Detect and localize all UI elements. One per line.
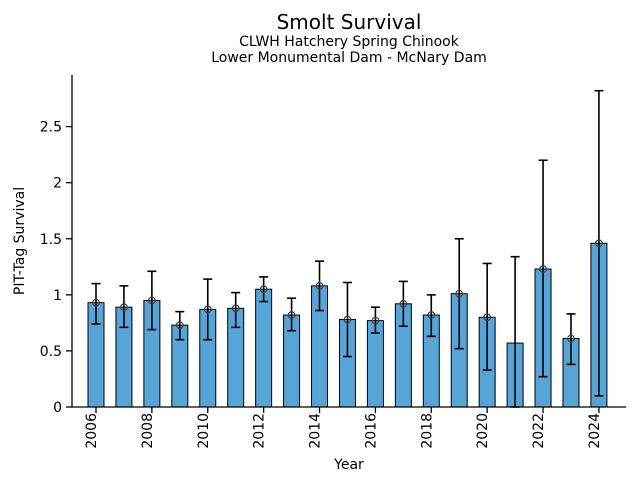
point-marker-2018: [427, 311, 436, 319]
markers-group: [92, 239, 603, 343]
axes-group: [71, 75, 626, 408]
x-tick-label: 2018: [419, 413, 435, 449]
plot-subtitle-line2: Lower Monumental Dam - McNary Dam: [211, 50, 487, 66]
point-marker-2010: [203, 305, 212, 314]
y-tick-label: 1.5: [40, 232, 62, 248]
plot-subtitle-line1: CLWH Hatchery Spring Chinook: [239, 34, 460, 50]
x-axis-label: Year: [333, 457, 364, 473]
bars-group: [87, 242, 608, 408]
x-tick-label: 2016: [363, 413, 379, 449]
x-tick-label: 2008: [140, 413, 156, 449]
bar-2012: [255, 288, 273, 408]
x-tick-label: 2012: [252, 413, 268, 449]
point-marker-2019: [455, 289, 464, 298]
x-tick-label: 2014: [308, 413, 324, 449]
x-axis-ticks: 2006 2008 2010 2012 2014 2016 2018 2020 2022 2024: [84, 407, 603, 449]
x-tick-label: 2022: [531, 413, 547, 449]
y-tick-label: 2: [53, 176, 62, 192]
x-tick-label: 2020: [475, 413, 491, 449]
y-tick-label: 0.5: [40, 344, 62, 360]
y-tick-label: 0: [53, 400, 62, 416]
point-marker-2024: [595, 239, 603, 248]
point-marker-2017: [399, 299, 408, 308]
point-marker-2014: [315, 281, 324, 290]
point-marker-2011: [231, 304, 240, 313]
x-tick-label: 2024: [587, 413, 603, 449]
x-tick-label: 2006: [84, 413, 100, 449]
point-marker-2015: [343, 315, 352, 324]
point-marker-2013: [287, 311, 296, 319]
y-axis-ticks: 0 0.5 1 1.5 2 2.5: [40, 120, 72, 416]
point-marker-2023: [567, 334, 575, 343]
point-marker-2008: [147, 296, 156, 305]
y-axis-label: PIT-Tag Survival: [12, 187, 28, 295]
point-marker-2020: [483, 313, 492, 322]
point-marker-2022: [539, 265, 547, 273]
x-tick-label: 2010: [196, 413, 212, 449]
point-marker-2012: [259, 285, 268, 294]
point-marker-2009: [175, 321, 184, 330]
plot-title: Smolt Survival: [277, 10, 422, 34]
point-marker-2007: [120, 303, 128, 312]
error-bars-group: [91, 89, 604, 408]
point-marker-2006: [92, 298, 100, 307]
point-marker-2016: [371, 316, 380, 325]
y-tick-label: 2.5: [40, 120, 62, 136]
y-tick-label: 1: [53, 288, 62, 304]
